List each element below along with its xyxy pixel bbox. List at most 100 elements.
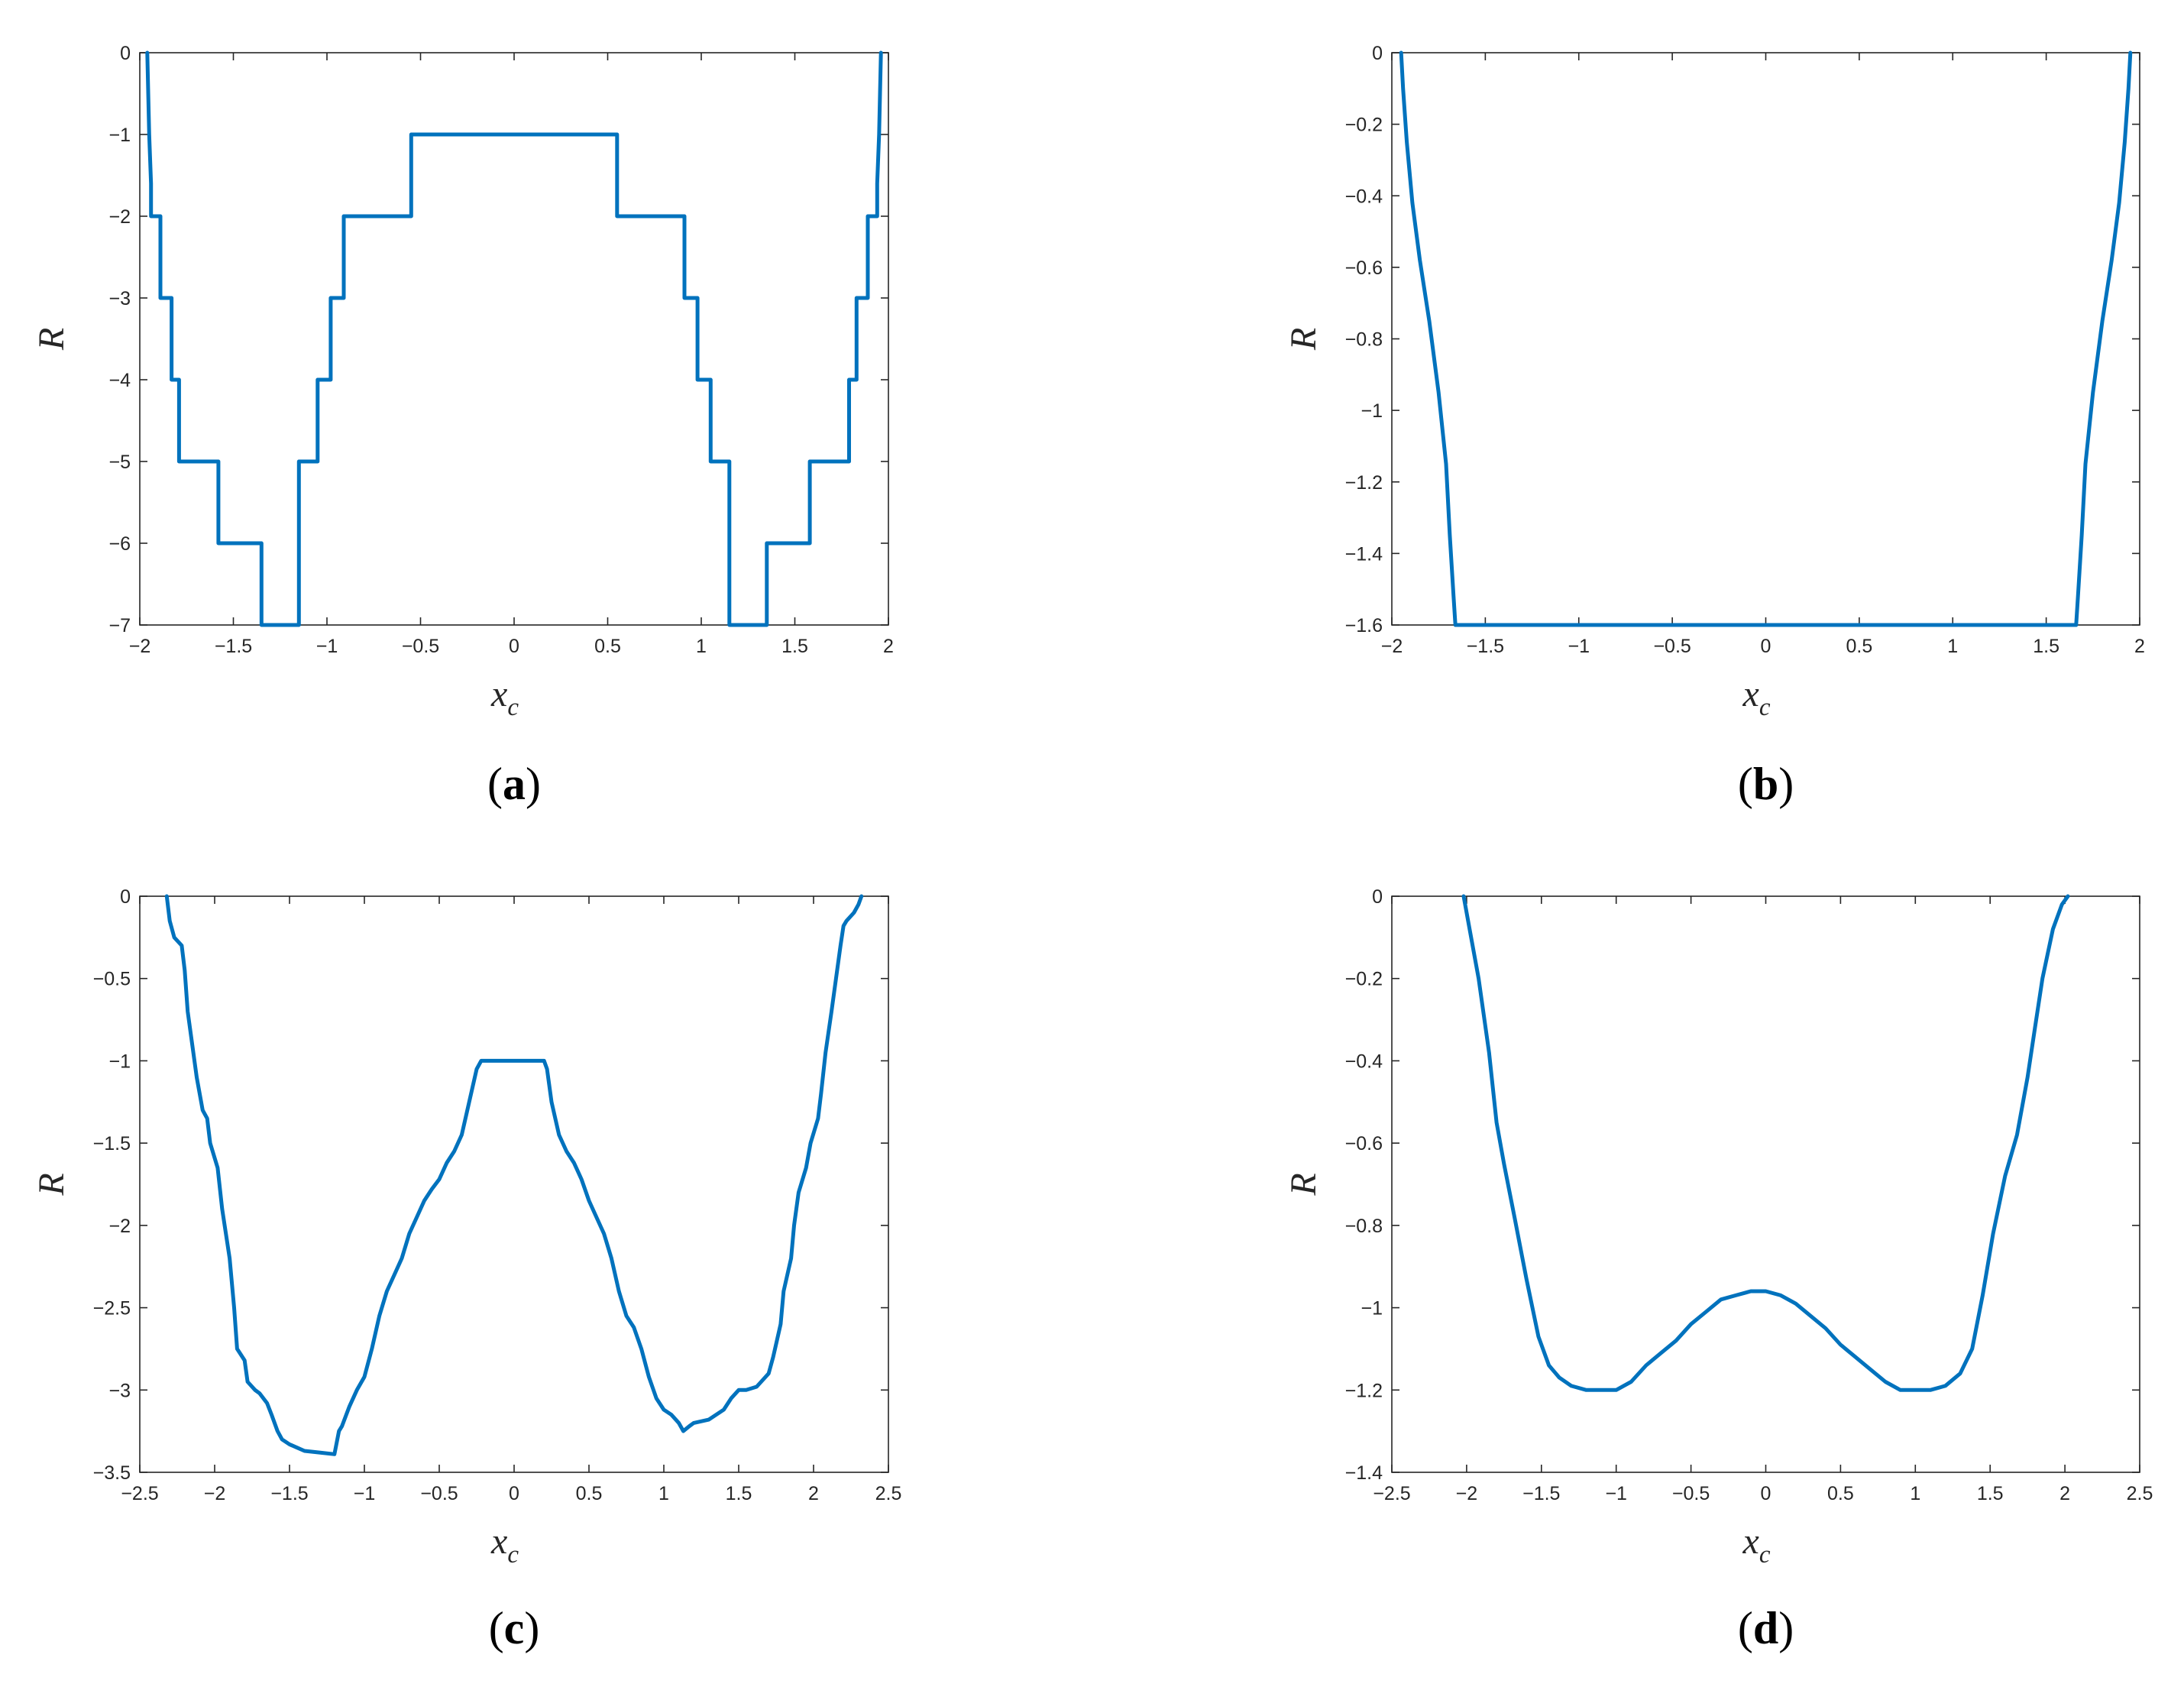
axes-box [1391, 895, 2140, 1473]
x-tick-label: 1.5 [781, 636, 808, 657]
caption-d: (d) [1738, 1603, 1794, 1653]
x-tick-label: −2 [204, 1483, 226, 1504]
x-axis-label: xc [1742, 674, 1771, 721]
y-tick-label: −0.6 [1345, 1133, 1383, 1154]
x-tick-label: −2 [1381, 636, 1403, 657]
x-tick-label: −0.5 [402, 636, 439, 657]
y-tick-label: −1 [108, 1051, 131, 1072]
y-axis-label: R [1283, 328, 1324, 351]
x-tick-label: −0.5 [420, 1483, 458, 1504]
x-axis-label-main: x [1742, 674, 1759, 714]
axes-box [1391, 52, 2140, 626]
x-axis-label-main: x [490, 1521, 507, 1562]
caption-letter: d [1753, 1603, 1778, 1653]
x-tick-label: 1 [1947, 636, 1958, 657]
y-tick-label: −1.5 [93, 1133, 131, 1154]
x-tick-label: −1.5 [1467, 636, 1504, 657]
caption-letter: a [503, 759, 526, 809]
panel-a: −2 −1.5 −1 −0.5 0 0.5 1 1.5 2 0 −1 −2 −3 −4 −5 −6 −7 xc R (… [31, 43, 894, 809]
x-axis-label: xc [490, 674, 519, 721]
y-tick-label: −1.2 [1345, 472, 1383, 494]
y-tick-label: −2 [108, 206, 131, 228]
x-tick-label: −2 [129, 636, 151, 657]
series-line [164, 894, 864, 1456]
x-tick-label: 2.5 [2127, 1483, 2153, 1504]
x-tick-label: 0.5 [594, 636, 621, 657]
y-axis-label: R [1283, 1173, 1324, 1196]
y-tick-label: −1.4 [1345, 1462, 1383, 1484]
series-line [1461, 894, 2070, 1392]
x-axis-label-main: x [490, 674, 507, 714]
caption-letter: c [504, 1603, 525, 1653]
y-tick-label: −0.4 [1345, 186, 1383, 207]
y-tick-label: −5 [108, 452, 131, 473]
x-axis-label-subscript: c [1759, 1541, 1771, 1569]
x-tick-label: −1 [1605, 1483, 1627, 1504]
x-tick-label: −2.5 [1373, 1483, 1410, 1504]
caption-b: (b) [1738, 759, 1794, 809]
y-tick-label: −7 [108, 615, 131, 636]
y-axis-label: R [31, 1173, 72, 1196]
y-tick-label: −0.2 [1345, 969, 1383, 990]
panel-c: −2.5 −2 −1.5 −1 −0.5 0 0.5 1 1.5 2 2.5 0 −0.5 −1 −1.5 −… [31, 886, 901, 1653]
y-tick-label: −6 [108, 533, 131, 555]
x-tick-label: −1.5 [1522, 1483, 1560, 1504]
y-tick-label: −0.2 [1345, 115, 1383, 136]
x-tick-label: 1.5 [726, 1483, 752, 1504]
x-tick-label: −2 [1456, 1483, 1478, 1504]
x-tick-label: 0.5 [1846, 636, 1872, 657]
x-tick-label: −0.5 [1672, 1483, 1710, 1504]
caption-a: (a) [487, 759, 541, 809]
y-tick-label: 0 [1372, 886, 1383, 908]
x-tick-label: 0.5 [1827, 1483, 1854, 1504]
axes-box [139, 52, 889, 626]
y-tick-label: −1 [1361, 1298, 1383, 1319]
caption-letter: b [1753, 759, 1778, 809]
y-tick-label: −0.4 [1345, 1051, 1383, 1072]
y-tick-label: −1.2 [1345, 1380, 1383, 1401]
x-tick-label: 0 [509, 636, 519, 657]
y-tick-label: −0.6 [1345, 257, 1383, 279]
series-line [145, 50, 883, 627]
y-tick-label: −0.8 [1345, 329, 1383, 351]
series-line [1399, 50, 2133, 627]
x-tick-label: −0.5 [1653, 636, 1691, 657]
x-tick-label: −1 [316, 636, 338, 657]
y-tick-label: −2.5 [93, 1298, 131, 1319]
y-tick-label: −1 [108, 125, 131, 146]
y-tick-label: −1.6 [1345, 615, 1383, 636]
y-tick-label: −0.5 [93, 969, 131, 990]
x-tick-label: 2 [2134, 636, 2145, 657]
x-tick-label: 2 [2059, 1483, 2070, 1504]
x-tick-label: 0 [1761, 1483, 1771, 1504]
x-tick-label: −1.5 [215, 636, 252, 657]
y-tick-label: 0 [1372, 43, 1383, 64]
x-axis-label-main: x [1742, 1521, 1759, 1562]
panel-d: −2.5 −2 −1.5 −1 −0.5 0 0.5 1 1.5 2 2.5 0 −0.2 −0.4 −0.… [1283, 886, 2153, 1653]
y-tick-label: −1 [1361, 400, 1383, 422]
x-tick-label: 0.5 [576, 1483, 603, 1504]
x-tick-label: 1 [658, 1483, 669, 1504]
y-tick-label: −2 [108, 1216, 131, 1237]
y-tick-label: −3 [108, 288, 131, 309]
x-axis-label-subscript: c [1759, 694, 1771, 721]
panel-b: −2 −1.5 −1 −0.5 0 0.5 1 1.5 2 0 −0.2 −0.4 −0.6 −0.8 −1… [1283, 43, 2145, 809]
y-tick-label: −3 [108, 1380, 131, 1401]
x-axis-label: xc [1742, 1521, 1771, 1569]
x-tick-label: −1 [354, 1483, 376, 1504]
y-tick-label: −1.4 [1345, 543, 1383, 565]
x-tick-label: 1.5 [1977, 1483, 2004, 1504]
x-tick-label: 1 [1910, 1483, 1920, 1504]
x-axis-label-subscript: c [507, 694, 519, 721]
x-tick-label: −1 [1568, 636, 1590, 657]
x-tick-label: 2 [883, 636, 894, 657]
x-axis-label: xc [490, 1521, 519, 1569]
x-tick-label: 2.5 [875, 1483, 902, 1504]
x-tick-label: 1 [696, 636, 707, 657]
y-tick-label: 0 [120, 43, 131, 64]
x-tick-label: −1.5 [270, 1483, 308, 1504]
x-tick-label: 0 [1761, 636, 1771, 657]
x-tick-label: 2 [808, 1483, 819, 1504]
x-tick-label: −2.5 [121, 1483, 158, 1504]
